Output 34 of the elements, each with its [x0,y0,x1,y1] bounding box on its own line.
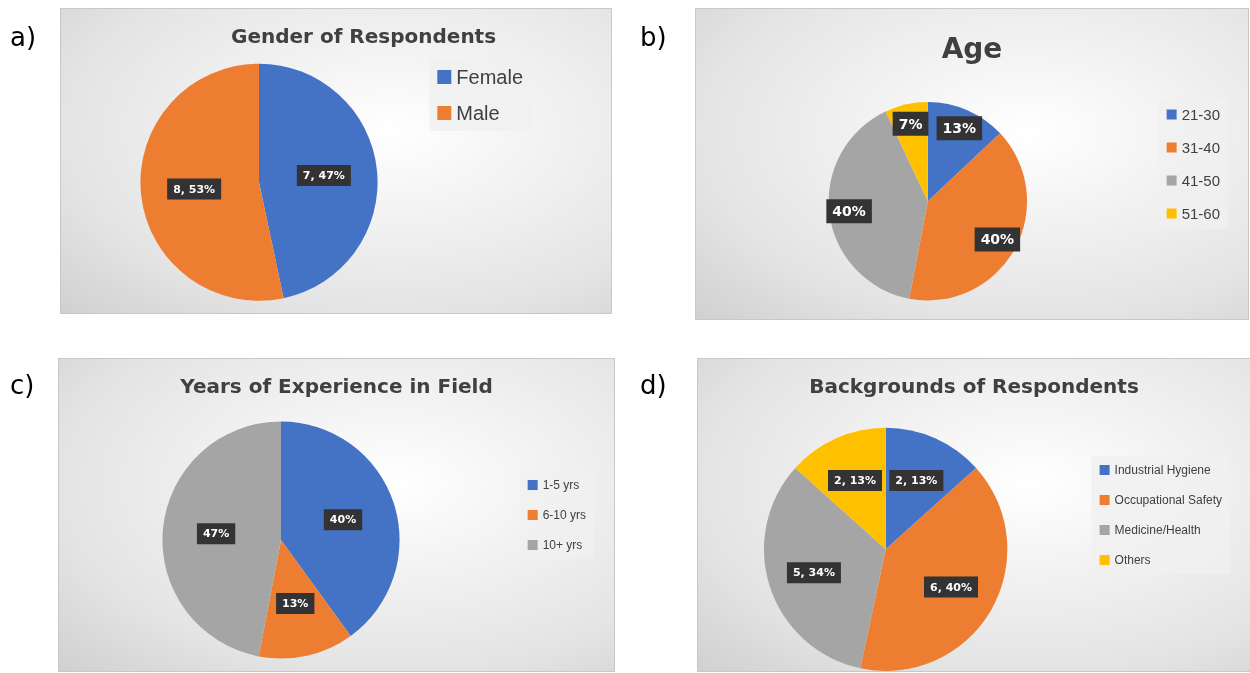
chart-title: Gender of Respondents [231,24,497,48]
data-label: 2, 13% [834,473,876,487]
data-label: 7, 47% [302,168,345,182]
legend-label: Male [456,102,500,124]
chart-title: Years of Experience in Field [179,374,493,398]
legend-label: 51-60 [1181,205,1221,222]
legend-label: 6-10 yrs [542,508,587,522]
data-label: 40% [832,203,866,220]
chart-title: Backgrounds of Respondents [809,374,1139,398]
data-label: 7% [898,115,923,132]
legend-label: 10+ yrs [542,538,583,552]
legend-label: Industrial Hygiene [1114,463,1211,477]
legend-label: 1-5 yrs [542,478,580,492]
legend-label: 41-50 [1181,172,1221,189]
legend-label: 21-30 [1181,106,1221,123]
legend-label: Others [1114,553,1151,567]
legend-label: Female [456,66,524,88]
data-label: 40% [980,231,1015,248]
data-label: 6, 40% [930,580,973,594]
data-label: 13% [282,597,309,611]
legend-label: Occupational Safety [1114,493,1223,507]
text: b) [640,22,667,52]
data-label: 47% [202,527,230,541]
data-label: 5, 34% [792,566,835,580]
data-label: 40% [329,513,357,527]
text: c) [10,370,35,400]
text: a) [10,22,37,52]
text: d) [640,370,667,400]
data-label: 13% [942,120,977,137]
data-label: 8, 53% [173,182,216,196]
legend-label: Medicine/Health [1114,523,1201,537]
chart-title: Age [941,31,1003,65]
legend-label: 31-40 [1181,139,1221,156]
data-label: 2, 13% [895,473,938,487]
